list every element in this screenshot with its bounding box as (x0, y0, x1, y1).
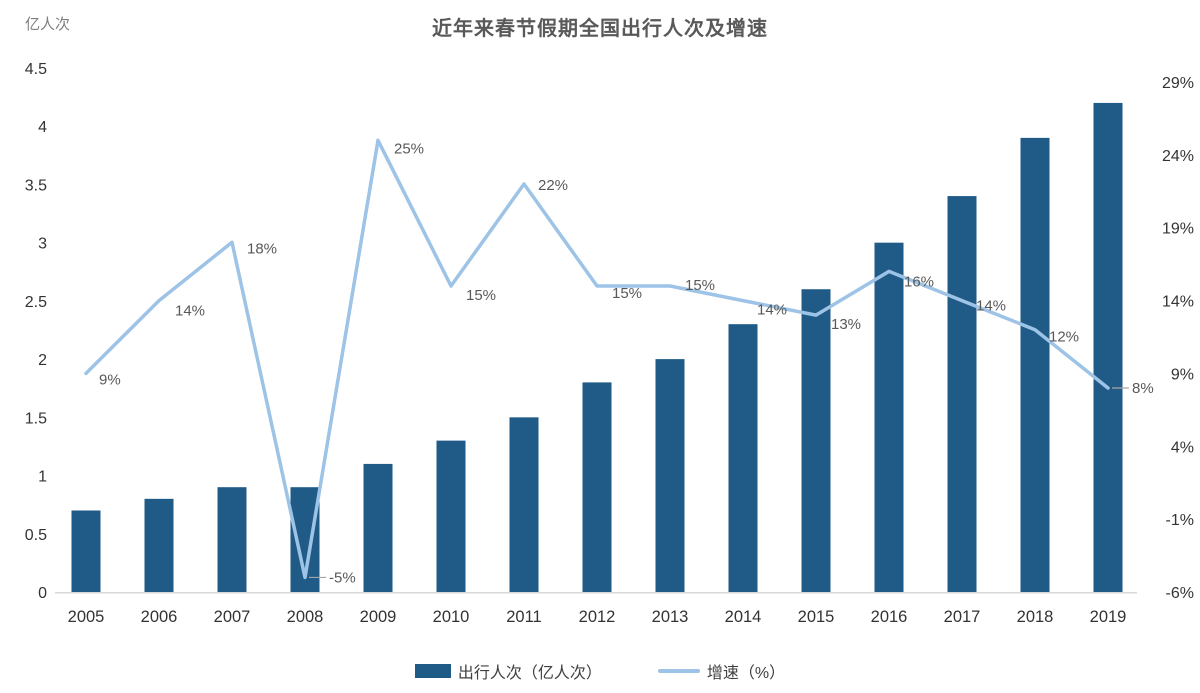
point-label-2016: 16% (904, 273, 934, 290)
x-axis-label-2014: 2014 (725, 608, 762, 626)
left-axis-tick-1: 1 (38, 469, 47, 486)
bar-2015 (801, 289, 831, 592)
right-axis-tick-19%: 19% (1162, 221, 1194, 238)
x-axis-label-2012: 2012 (579, 608, 616, 626)
x-axis-label-2007: 2007 (214, 608, 251, 626)
x-axis-label-2009: 2009 (360, 608, 397, 626)
x-axis-label-2016: 2016 (871, 608, 908, 626)
right-axis-tick-14%: 14% (1162, 294, 1194, 311)
point-label-2009: 25% (394, 140, 424, 157)
x-axis-label-2017: 2017 (944, 608, 981, 626)
point-label-2014: 14% (757, 302, 787, 319)
bar-series-swatch (414, 664, 451, 678)
bar-2013 (655, 359, 685, 592)
bar-2007 (217, 487, 247, 592)
x-axis-label-2008: 2008 (287, 608, 324, 626)
x-axis-label-2018: 2018 (1017, 608, 1054, 626)
point-label-2017: 14% (976, 298, 1006, 315)
point-label-2019: 8% (1132, 380, 1154, 397)
point-label-2010: 15% (466, 287, 496, 304)
right-axis-tick-29%: 29% (1162, 75, 1194, 92)
bar-2010 (436, 440, 466, 592)
left-axis-unit-label: 亿人次 (25, 16, 71, 33)
right-axis-tick-9%: 9% (1171, 366, 1194, 383)
bar-2017 (947, 196, 977, 593)
left-axis-tick-4.5: 4.5 (25, 61, 47, 78)
x-axis-label-2019: 2019 (1090, 608, 1127, 626)
point-label-2018: 12% (1049, 329, 1079, 346)
left-axis-tick-2: 2 (38, 352, 47, 369)
point-label-2007: 18% (247, 240, 277, 257)
x-axis-label-2011: 2011 (506, 608, 541, 626)
point-label-2011: 22% (538, 177, 568, 194)
right-axis-tick-24%: 24% (1162, 148, 1194, 165)
legend-item-line: 增速（%） (657, 659, 786, 683)
bar-2016 (874, 242, 904, 592)
right-axis-tick--6%: -6% (1166, 585, 1194, 602)
x-axis-label-2010: 2010 (433, 608, 470, 626)
right-axis-tick--1%: -1% (1166, 512, 1194, 529)
left-axis-tick-0: 0 (38, 585, 47, 602)
left-axis-tick-0.5: 0.5 (25, 527, 47, 544)
left-axis-tick-4: 4 (38, 119, 47, 136)
chart-title: 近年来春节假期全国出行人次及增速 (432, 18, 768, 40)
x-axis-label-2005: 2005 (68, 608, 105, 626)
right-axis-tick-4%: 4% (1171, 439, 1194, 456)
growth-line (84, 138, 1110, 580)
x-axis-label-2013: 2013 (652, 608, 689, 626)
bar-series-label: 出行人次（亿人次） (457, 665, 602, 682)
left-axis-tick-3.5: 3.5 (25, 177, 47, 194)
bar-2012 (582, 382, 612, 592)
bar-2011 (509, 417, 539, 592)
bar-2014 (728, 324, 758, 592)
line-series-swatch (657, 669, 700, 673)
chart-legend: 出行人次（亿人次） 增速（%） (0, 659, 1200, 683)
left-axis-tick-2.5: 2.5 (25, 294, 47, 311)
legend-item-bars: 出行人次（亿人次） (414, 659, 602, 683)
left-axis-tick-3: 3 (38, 236, 47, 253)
line-series-label: 增速（%） (706, 665, 786, 682)
bar-2005 (71, 510, 101, 592)
x-axis-label-2015: 2015 (798, 608, 835, 626)
x-axis-label-2006: 2006 (141, 608, 178, 626)
point-label-2005: 9% (99, 371, 121, 388)
bar-2006 (144, 498, 174, 592)
point-label-2006: 14% (175, 303, 205, 320)
left-axis-tick-1.5: 1.5 (25, 410, 47, 427)
bar-2018 (1020, 137, 1050, 592)
bar-2009 (363, 463, 393, 592)
point-label-2012: 15% (612, 285, 642, 302)
bar-2019 (1093, 102, 1123, 592)
point-label-2008: -5% (329, 569, 356, 586)
point-label-2013: 15% (685, 277, 715, 294)
point-label-2015: 13% (831, 316, 861, 333)
